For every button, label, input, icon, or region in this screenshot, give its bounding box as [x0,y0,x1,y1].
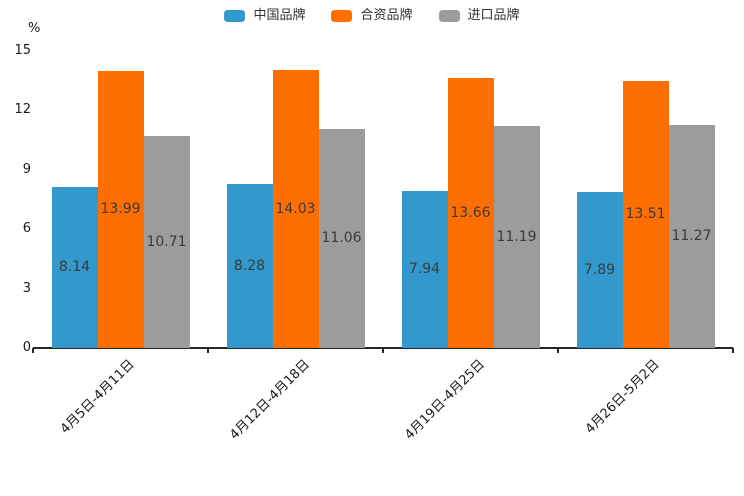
bar-合资品牌: 13.66 [447,77,494,348]
x-axis-line [33,347,733,349]
bar-合资品牌: 13.99 [97,70,144,348]
legend-swatch [438,10,460,22]
legend-swatch [331,10,353,22]
bar-value-label: 14.03 [275,201,316,218]
bar-中国品牌: 7.94 [401,190,448,348]
y-axis-tick-label: 3 [22,280,31,296]
y-axis-tick-label: 12 [14,102,31,118]
bar-value-label: 13.66 [450,204,491,221]
x-axis-tick [557,348,559,353]
bar-value-label: 13.51 [625,206,666,223]
legend-label: 中国品牌 [253,8,306,23]
x-axis-category-label: 4月26日-5月2日 [583,357,664,437]
y-axis-tick-label: 6 [22,221,31,237]
bar-中国品牌: 7.89 [576,191,623,348]
bar-value-label: 7.89 [583,261,616,278]
bar-value-label: 11.06 [321,230,362,247]
y-axis-tick-label: 9 [22,161,31,177]
legend-label: 合资品牌 [360,8,413,23]
bar-value-label: 8.28 [233,258,266,275]
x-axis-tick [207,348,209,353]
x-axis-tick [32,348,34,353]
y-axis-tick-label: 0 [22,340,31,355]
x-axis-category-label: 4月19日-4月25日 [402,357,489,443]
bar-value-label: 10.71 [146,233,187,250]
bar-value-label: 13.99 [100,201,141,218]
legend-swatch [224,10,246,22]
legend-label: 进口品牌 [467,8,520,23]
bar-value-label: 7.94 [408,261,441,278]
bar-合资品牌: 14.03 [272,70,319,348]
legend-item-中国品牌[interactable]: 中国品牌 [224,8,305,24]
bar-进口品牌: 11.19 [493,126,540,348]
y-axis-tick-label: 15 [14,43,31,58]
y-axis-unit-label: % [28,21,41,36]
bar-中国品牌: 8.14 [51,186,98,348]
bar-进口品牌: 10.71 [143,135,190,348]
x-axis-tick [382,348,384,353]
x-axis-tick [732,348,734,353]
bar-进口品牌: 11.27 [668,124,715,348]
legend-item-进口品牌[interactable]: 进口品牌 [438,8,520,24]
bar-value-label: 11.19 [496,229,537,246]
x-axis-category-label: 4月12日-4月18日 [227,357,314,443]
bar-value-label: 8.14 [58,259,91,276]
x-axis-category-label: 4月5日-4月11日 [58,357,139,437]
bar-合资品牌: 13.51 [622,80,669,348]
bar-进口品牌: 11.06 [318,129,365,348]
legend-item-合资品牌[interactable]: 合资品牌 [331,8,413,24]
bar-value-label: 11.27 [671,228,712,245]
bar-中国品牌: 8.28 [226,184,273,348]
chart-legend: 中国品牌 合资品牌 进口品牌 [0,8,744,24]
